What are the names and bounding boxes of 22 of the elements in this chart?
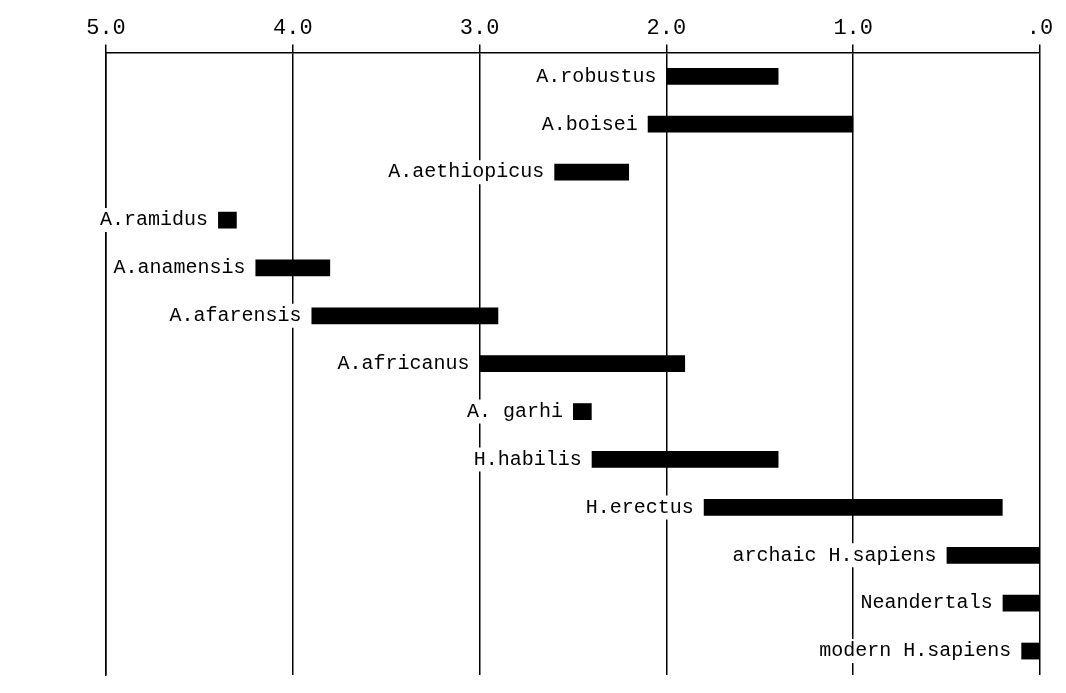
y-tick-label: H.habilis: [473, 447, 582, 471]
bar: [218, 211, 237, 229]
y-tick-label: A.anamensis: [113, 256, 246, 280]
y-tick-label: A. garhi: [466, 399, 563, 423]
y-tick-label: H.erectus: [585, 495, 694, 519]
y-tick-label: modern H.sapiens: [819, 639, 1012, 663]
x-tick-label: 3.0: [459, 16, 500, 42]
x-tick-label: 1.0: [833, 16, 873, 42]
y-tick-label: archaic H.sapiens: [732, 543, 937, 567]
y-tick-label: A.afarensis: [169, 304, 302, 328]
y-tick-label: Neandertals: [860, 591, 993, 615]
y-tick-label: A.africanus: [337, 352, 470, 375]
bar: [573, 403, 592, 420]
x-tick-label: 5.0: [86, 16, 126, 42]
y-tick-label: A.robustus: [536, 64, 657, 88]
x-tick-label: 2.0: [646, 16, 687, 42]
x-tick-label: .0: [1026, 16, 1054, 42]
y-tick-label: A.ramidus: [100, 208, 209, 232]
bar: [554, 163, 630, 181]
x-tick-label: 4.0: [273, 16, 313, 42]
y-tick-label: A.aethiopicus: [388, 160, 545, 184]
y-tick-label: A.boisei: [541, 112, 638, 136]
